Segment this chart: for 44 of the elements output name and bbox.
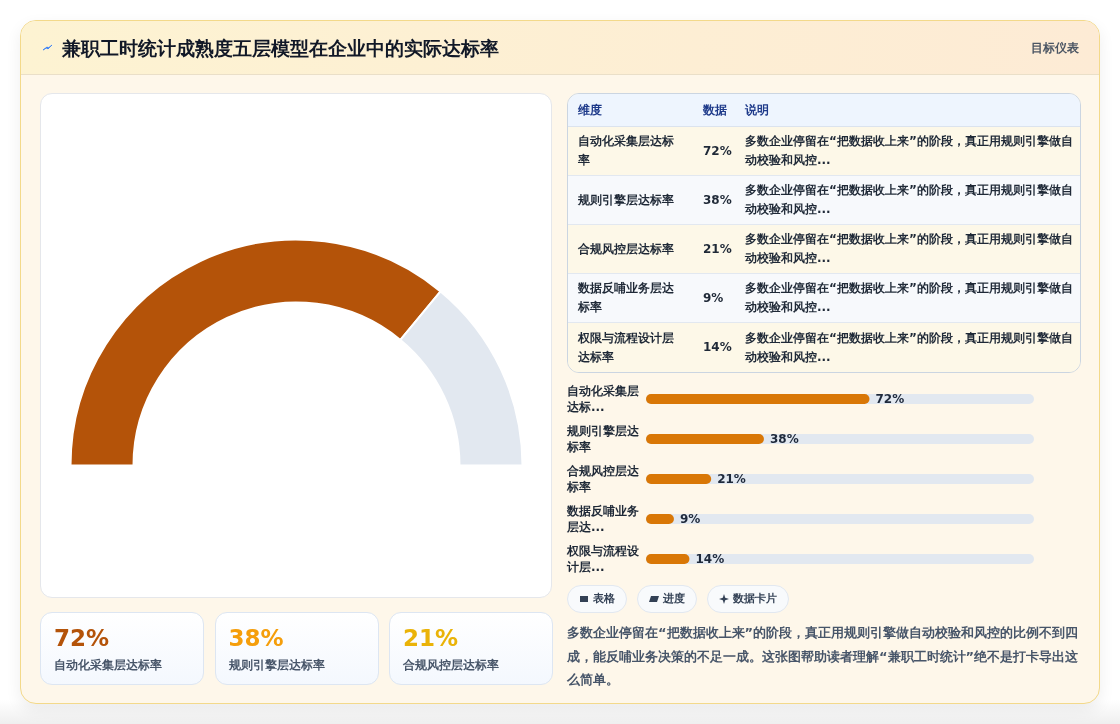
text: 数据 [702,101,728,119]
text: 进度 [637,585,697,613]
text: 说明 [744,101,770,119]
text: 38% [703,192,732,207]
data-label: 72% [875,391,905,407]
data-label: 38% [769,431,799,447]
category-label: 规则引擎层达标率 [577,191,675,209]
text: 72% [54,625,110,651]
category-label: 规则引擎层达标率 [228,657,325,674]
category-label: 权限与流程设计层达标率 [577,329,675,366]
bar [646,474,712,484]
category-label: 自动化采集层达标... [567,384,639,414]
text: 21% [703,241,732,256]
text: 多数企业停留在“把数据收上来”的阶段，真正用规则引擎做自动校验和风控... [744,182,1074,218]
text: 38% [228,625,284,651]
category-label: 自动化采集层达标率 [577,133,675,169]
chart-title: 兼职工时统计成熟度五层模型在企业中的实际达标率 [62,36,499,61]
category-label: 数据反哺业务层达标率 [577,280,675,316]
text: 9% [703,290,724,305]
data-label: 14% [695,551,725,567]
category-label: 权限与流程设计层... [567,544,639,574]
text: 多数企业停留在“把数据收上来”的阶段，真正用规则引擎做自动校验和风控... [744,280,1074,316]
text: 多数企业停留在“把数据收上来”的阶段，真正用规则引擎做自动校验和风控... [744,231,1074,267]
data-label: 21% [717,471,746,487]
bar [646,514,674,524]
category-label: 自动化采集层达标率 [54,657,162,674]
text: 14% [703,340,732,354]
text: 多数企业停留在“把数据收上来”的阶段，真正用规则引擎做自动校验和风控... [744,133,1074,169]
bar [646,434,764,444]
text: 维度 [577,101,603,119]
category-label: 合规风控层达标率 [403,657,499,674]
text: 72% [703,143,732,158]
category-label: 合规风控层达标率 [567,464,639,494]
text: 多数企业停留在“把数据收上来”的阶段，真正用规则引擎做自动校验和风控的比例不到四成，能反哺业务决策的不足一成。这张图帮助读者理解“兼职工时统计”绝不是打卡导出这么简单。 [567,624,1080,689]
text: 数据卡片 [707,585,789,613]
category-label: 数据反哺业务层达... [567,504,639,534]
data-label: 9% [679,511,701,527]
text: 21% [403,625,459,651]
text: 表格 [567,585,627,613]
category-label: 合规风控层达标率 [577,240,675,258]
category-label: 规则引擎层达标率 [567,424,639,454]
text: 目标仪表 [1031,40,1079,57]
text: 多数企业停留在“把数据收上来”的阶段，真正用规则引擎做自动校验和风控... [744,329,1074,366]
bar [646,554,690,564]
